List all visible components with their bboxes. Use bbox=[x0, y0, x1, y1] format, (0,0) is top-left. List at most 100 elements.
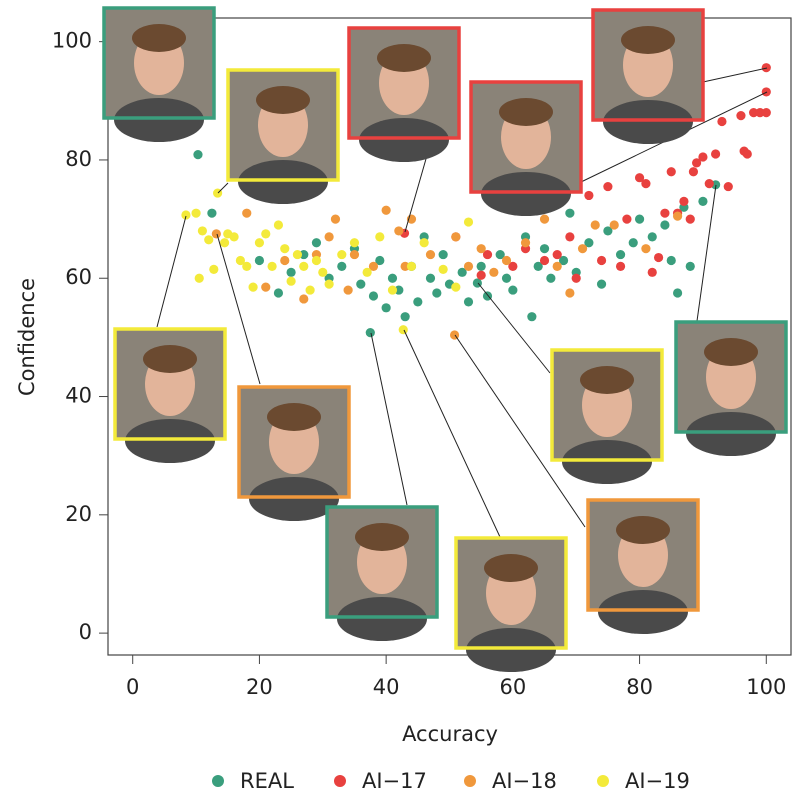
point bbox=[419, 238, 429, 248]
point bbox=[571, 273, 581, 283]
photo-hair bbox=[355, 523, 409, 551]
point bbox=[387, 273, 398, 283]
point bbox=[394, 226, 404, 236]
point bbox=[299, 261, 309, 272]
point bbox=[181, 210, 191, 220]
photo-shoulders bbox=[686, 412, 776, 456]
point bbox=[476, 261, 486, 272]
point bbox=[609, 220, 619, 230]
connector bbox=[370, 332, 408, 506]
point bbox=[311, 238, 322, 248]
point bbox=[400, 261, 410, 272]
photo-shoulders bbox=[125, 419, 215, 463]
point bbox=[261, 229, 271, 239]
point bbox=[197, 226, 208, 236]
point bbox=[634, 173, 645, 183]
point bbox=[495, 249, 505, 260]
point bbox=[193, 150, 203, 160]
photo-frame bbox=[113, 327, 227, 441]
point bbox=[261, 282, 271, 292]
point bbox=[736, 110, 746, 121]
point bbox=[520, 238, 531, 248]
photo bbox=[454, 536, 568, 672]
photo bbox=[226, 68, 340, 204]
point bbox=[698, 152, 708, 162]
y-axis-title: Confidence bbox=[15, 278, 39, 396]
point bbox=[666, 167, 676, 177]
point bbox=[204, 235, 214, 245]
point bbox=[343, 285, 353, 295]
point bbox=[755, 108, 765, 118]
point bbox=[337, 261, 347, 272]
legend-label: AI−19 bbox=[625, 769, 690, 793]
photo-shoulders bbox=[238, 160, 328, 204]
photo bbox=[102, 6, 216, 142]
point bbox=[207, 208, 217, 218]
photo-hair bbox=[499, 98, 553, 126]
point bbox=[622, 214, 632, 224]
point bbox=[194, 273, 204, 283]
photos bbox=[102, 6, 788, 672]
point bbox=[565, 232, 575, 242]
point bbox=[318, 267, 328, 277]
point bbox=[584, 190, 594, 201]
photo-hair bbox=[256, 86, 310, 114]
point bbox=[590, 220, 600, 230]
legend-marker bbox=[334, 775, 346, 787]
point bbox=[451, 232, 461, 242]
point bbox=[375, 232, 385, 242]
point bbox=[742, 149, 752, 159]
point bbox=[653, 252, 664, 263]
photo-hair bbox=[621, 26, 675, 54]
y-tick-label: 0 bbox=[79, 620, 92, 644]
point bbox=[641, 244, 651, 254]
point bbox=[191, 208, 201, 218]
point bbox=[603, 181, 613, 192]
point bbox=[672, 211, 683, 221]
point bbox=[552, 249, 562, 260]
x-tick-label: 40 bbox=[373, 675, 400, 699]
point bbox=[387, 285, 398, 295]
photo bbox=[674, 320, 788, 456]
point bbox=[292, 249, 303, 260]
point bbox=[552, 261, 562, 272]
point bbox=[476, 270, 486, 280]
photo-hair bbox=[377, 44, 431, 72]
point bbox=[219, 238, 230, 248]
point bbox=[211, 229, 221, 239]
x-tick-label: 60 bbox=[499, 675, 526, 699]
point bbox=[425, 249, 436, 260]
photo-hair bbox=[704, 338, 758, 366]
point bbox=[628, 238, 638, 248]
point bbox=[666, 255, 676, 266]
point bbox=[508, 261, 518, 272]
photo-shoulders bbox=[481, 172, 571, 216]
point bbox=[463, 297, 474, 307]
point bbox=[672, 288, 683, 298]
point bbox=[254, 255, 265, 266]
point bbox=[273, 288, 284, 298]
point bbox=[235, 255, 246, 266]
photo bbox=[347, 26, 461, 162]
point bbox=[641, 179, 651, 189]
point bbox=[679, 196, 689, 206]
legend-label: AI−18 bbox=[492, 769, 557, 793]
point bbox=[242, 208, 252, 218]
point bbox=[463, 261, 474, 272]
point bbox=[400, 312, 410, 322]
connector bbox=[696, 184, 717, 322]
point bbox=[533, 261, 543, 272]
point bbox=[280, 255, 290, 266]
photo-frame bbox=[325, 505, 439, 619]
point bbox=[337, 249, 347, 260]
point bbox=[398, 325, 408, 335]
point bbox=[324, 279, 334, 289]
photo-frame bbox=[237, 385, 351, 499]
point bbox=[615, 261, 626, 272]
point bbox=[476, 244, 486, 254]
photo bbox=[591, 8, 705, 144]
point bbox=[647, 267, 657, 277]
connector bbox=[454, 334, 586, 528]
point bbox=[368, 291, 379, 301]
